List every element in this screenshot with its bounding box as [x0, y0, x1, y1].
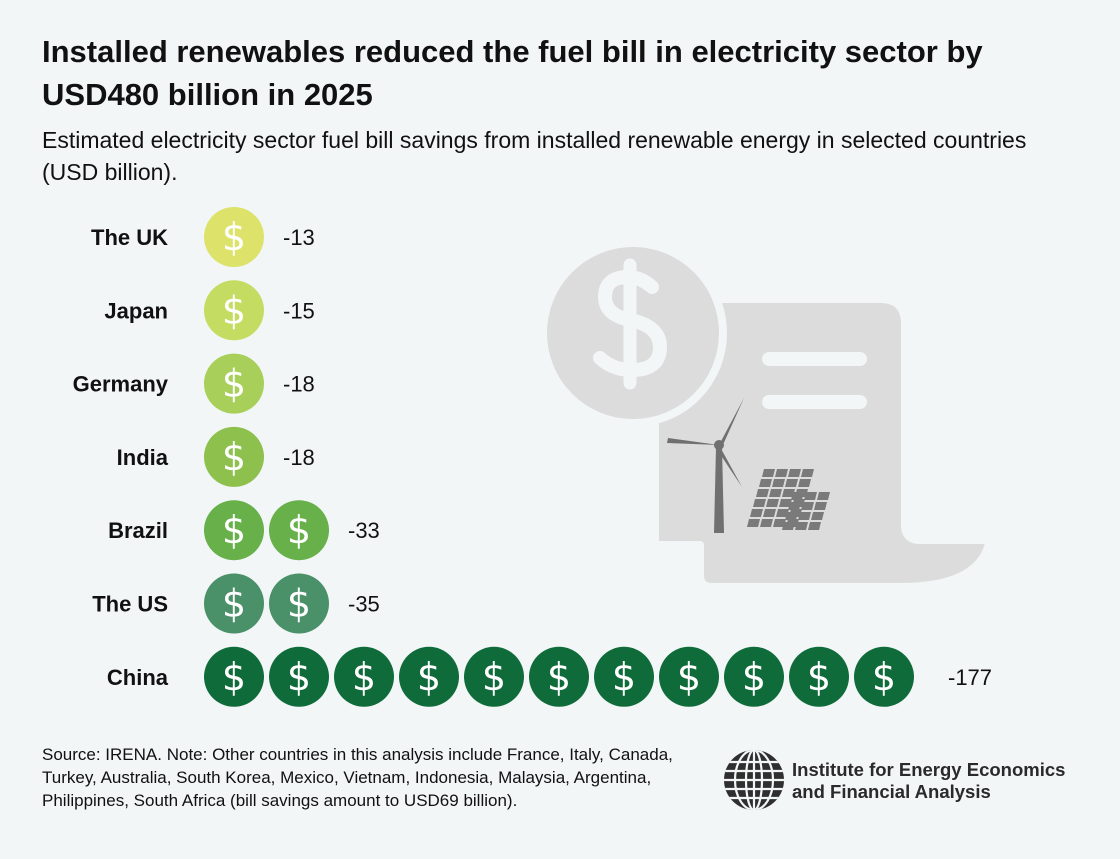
dollar-coin-icon: $	[659, 646, 719, 707]
dollar-coin-icon: $	[269, 573, 329, 634]
chart-row: Germany $ -18	[73, 353, 315, 414]
source-note: Source: IRENA. Note: Other countries in …	[42, 745, 673, 810]
country-label: The US	[92, 592, 168, 617]
svg-text:$: $	[222, 582, 246, 626]
bill-document-icon	[651, 295, 993, 591]
dollar-coin-icon: $	[204, 646, 264, 707]
value-label: -177	[948, 665, 992, 690]
svg-text:$: $	[482, 655, 506, 699]
value-label: -15	[283, 298, 315, 323]
chart-rows: The UK $ -13 Japan $ -15 Germany $ -18 India $ -18 B…	[73, 207, 992, 707]
svg-text:$: $	[287, 582, 311, 626]
country-label: China	[107, 665, 169, 690]
chart-row: The US $ $ -35	[92, 573, 380, 634]
dollar-coin-icon: $	[399, 646, 459, 707]
chart-row: Japan $ -15	[104, 280, 315, 341]
dollar-coin-icon: $	[204, 500, 264, 561]
dollar-coin-icon: $	[269, 646, 329, 707]
svg-text:$: $	[872, 655, 896, 699]
svg-text:$: $	[547, 655, 571, 699]
svg-text:$: $	[222, 288, 246, 332]
svg-text:$: $	[352, 655, 376, 699]
chart-title: Installed renewables reduced the fuel bi…	[42, 34, 983, 112]
dollar-coin-icon	[539, 239, 727, 427]
value-label: -13	[283, 225, 315, 250]
wind-turbine-icon	[667, 398, 744, 533]
solar-panel-icon	[747, 469, 830, 530]
svg-text:$: $	[742, 655, 766, 699]
dollar-coin-icon: $	[334, 646, 394, 707]
svg-text:$: $	[677, 655, 701, 699]
svg-text:$: $	[287, 508, 311, 552]
svg-text:$: $	[612, 655, 636, 699]
svg-text:$: $	[807, 655, 831, 699]
dollar-coin-icon: $	[529, 646, 589, 707]
brand-line-1: Institute for Energy Economics	[792, 759, 1066, 780]
svg-text:$: $	[222, 215, 246, 259]
country-label: The UK	[91, 225, 168, 250]
brand-line-2: and Financial Analysis	[792, 781, 991, 802]
chart-row: The UK $ -13	[91, 207, 315, 267]
dollar-coin-icon: $	[789, 646, 849, 707]
chart-row: China $ $ $ $ $ $ $ $ $ $ $ -177	[107, 646, 992, 707]
svg-text:$: $	[222, 435, 246, 479]
dollar-coin-icon: $	[594, 646, 654, 707]
brand-name: Institute for Energy Economics and Finan…	[792, 759, 1102, 803]
pictogram-chart: The UK $ -13 Japan $ -15 Germany $ -18 India $ -18 B…	[73, 207, 993, 707]
svg-text:$: $	[222, 508, 246, 552]
svg-text:$: $	[287, 655, 311, 699]
value-label: -35	[348, 592, 380, 617]
dollar-coin-icon: $	[269, 500, 329, 561]
svg-text:$: $	[222, 655, 246, 699]
dollar-coin-icon: $	[204, 207, 264, 267]
country-label: Germany	[73, 372, 169, 397]
dollar-coin-icon: $	[464, 646, 524, 707]
svg-text:$: $	[417, 655, 441, 699]
value-label: -33	[348, 518, 380, 543]
dollar-coin-icon: $	[204, 353, 264, 414]
country-label: Japan	[104, 298, 168, 323]
svg-text:$: $	[222, 362, 246, 406]
dollar-coin-icon: $	[854, 646, 914, 707]
globe-logo-icon	[724, 750, 784, 810]
country-label: India	[117, 445, 169, 470]
value-label: -18	[283, 445, 315, 470]
dollar-coin-icon: $	[724, 646, 784, 707]
dollar-coin-icon: $	[204, 426, 264, 487]
dollar-coin-icon: $	[204, 573, 264, 634]
bill-illustration	[539, 239, 993, 591]
value-label: -18	[283, 372, 315, 397]
country-label: Brazil	[108, 518, 168, 543]
chart-row: India $ -18	[117, 426, 315, 487]
brand-block: Institute for Energy Economics and Finan…	[722, 748, 1102, 812]
chart-row: Brazil $ $ -33	[108, 500, 380, 561]
dollar-coin-icon: $	[204, 280, 264, 341]
chart-subtitle: Estimated electricity sector fuel bill s…	[42, 127, 1027, 185]
